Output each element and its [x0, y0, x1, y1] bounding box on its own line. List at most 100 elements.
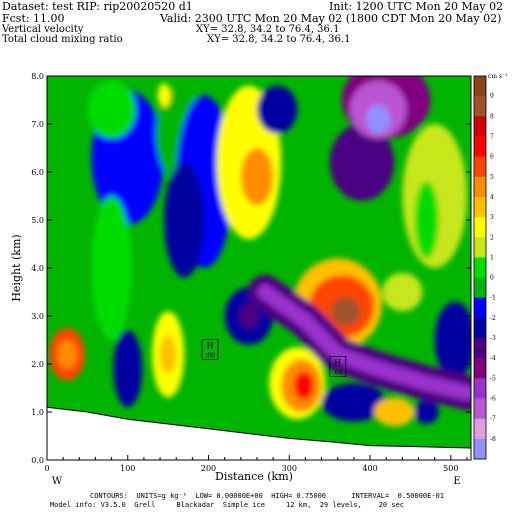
- extreme-type: H: [334, 358, 341, 367]
- y-tick-label: 5.0: [31, 216, 44, 225]
- colorbar-level-label: 1: [490, 254, 494, 261]
- y-tick-label: 1.0: [31, 408, 44, 417]
- colorbar-swatch: [474, 257, 486, 279]
- contour-cell: [87, 80, 136, 139]
- x-tick-label: 500: [443, 464, 458, 473]
- colorbar-swatch: [474, 438, 486, 460]
- y-tick-label: 0.0: [31, 456, 44, 465]
- field-cloud-mixing-ratio: Total cloud mixing ratio: [2, 34, 123, 45]
- contour-cell: [157, 83, 171, 108]
- colorbar-level-label: -7: [490, 416, 496, 423]
- y-tick-label: 2.0: [31, 360, 44, 369]
- colorbar-level-label: -5: [490, 375, 496, 382]
- colorbar-level-label: -1: [490, 295, 496, 302]
- colorbar-level-label: -2: [490, 315, 496, 322]
- extreme-value: .06: [333, 369, 343, 376]
- x-tick-label: 0: [44, 464, 49, 473]
- valid-label: Valid: 2300 UTC Mon 20 May 02 (1800 CDT …: [160, 12, 502, 25]
- contour-cell: [240, 148, 274, 206]
- downdraft-band-core: [257, 284, 471, 401]
- contour-cell: [321, 383, 387, 422]
- init-label: Init: 1200 UTC Mon 20 May 02: [329, 0, 504, 13]
- colorbar-swatch: [474, 76, 486, 97]
- colorbar-swatch: [474, 398, 486, 420]
- colorbar-swatch: [474, 96, 486, 117]
- colorbar-level-label: 0: [490, 275, 494, 282]
- extreme-value: .00: [205, 353, 215, 360]
- colorbar-level-label: 6: [490, 154, 494, 161]
- field-vertical-velocity: Vertical velocity: [2, 24, 84, 35]
- colorbar-level-label: 4: [490, 194, 494, 201]
- colorbar-level-label: 5: [490, 174, 494, 181]
- contour-cells: [49, 76, 471, 427]
- y-tick-label: 6.0: [31, 168, 44, 177]
- contour-cell: [331, 296, 361, 326]
- colorbar-level-label: 2: [490, 234, 494, 241]
- colorbar-swatch: [474, 217, 486, 238]
- colorbar-level-label: -6: [490, 396, 496, 403]
- colorbar-swatch: [474, 196, 486, 218]
- colorbar-swatch: [474, 136, 486, 158]
- colorbar-swatch: [474, 297, 486, 319]
- x-tick-label: 300: [282, 464, 297, 473]
- terrain-surface: [47, 406, 471, 460]
- contour-cell: [382, 272, 423, 312]
- y-tick-label: 7.0: [31, 120, 44, 129]
- colorbar-swatch: [474, 418, 486, 440]
- colorbar-swatch: [474, 176, 486, 198]
- contour-cell: [434, 301, 471, 379]
- y-axis-label: Height (km): [10, 234, 23, 301]
- colorbar: 9 8 7 6 5 4 3 2 1 0 -1 -2 -3 -4 -5 -6 -7 -8: [473, 75, 496, 460]
- contours-info: CONTOURS: UNITS=g kg⁻¹ LOW= 0.00000E+00 …: [90, 492, 445, 500]
- colorbar-level-label: -3: [490, 335, 496, 342]
- contour-cell: [91, 196, 132, 340]
- contour-cell: [374, 397, 415, 427]
- x-axis-label: Distance (km): [215, 470, 293, 483]
- forecast-label: Fcst: 11.00: [2, 12, 65, 25]
- colorbar-swatch: [474, 116, 486, 137]
- x-tick-label: 400: [362, 464, 377, 473]
- contour-cell: [414, 400, 439, 424]
- east-label: E: [453, 476, 460, 487]
- contour-cell: [256, 85, 298, 134]
- dataset-label: Dataset: test RIP: rip20020520 d1: [2, 0, 193, 13]
- contour-cell: [57, 340, 77, 369]
- colorbar-level-label: 7: [490, 133, 494, 140]
- colorbar-swatch: [474, 277, 486, 299]
- y-axis-ticks: 0.0 1.0 2.0 3.0 4.0 5.0 6.0 7.0 8.0: [31, 72, 471, 465]
- colorbar-level-label: 9: [490, 93, 494, 100]
- colorbar-swatch: [474, 156, 486, 178]
- colorbar-swatch: [474, 378, 486, 400]
- colorbar-swatch: [474, 317, 486, 339]
- colorbar-level-label: -4: [490, 355, 496, 362]
- contour-cell: [294, 371, 314, 400]
- contour-cell: [164, 162, 205, 278]
- colorbar-level-label: 3: [490, 214, 494, 221]
- y-tick-label: 3.0: [31, 312, 44, 321]
- x-tick-label: 200: [201, 464, 216, 473]
- cross-section-xy-2: XY= 32.8, 34.2 to 76.4, 36.1: [207, 34, 351, 45]
- y-tick-label: 8.0: [31, 72, 44, 81]
- extreme-box: [201, 339, 219, 361]
- west-label: W: [52, 476, 63, 487]
- contour-cell: [160, 335, 177, 374]
- contour-cell: [113, 330, 143, 408]
- contour-cell: [414, 181, 439, 259]
- extreme-box: [329, 355, 347, 377]
- colorbar-swatch: [474, 237, 486, 258]
- contour-cell: [239, 304, 259, 328]
- cross-section-xy-1: XY= 32.8, 34.2 to 76.4, 36.1: [196, 24, 340, 35]
- colorbar-swatch: [474, 338, 486, 359]
- y-tick-label: 4.0: [31, 264, 44, 273]
- extreme-type: H: [207, 342, 214, 351]
- x-tick-label: 100: [120, 464, 135, 473]
- colorbar-level-label: -8: [490, 436, 496, 443]
- extreme-markers: H .00 H .06: [201, 339, 347, 377]
- colorbar-frame: [473, 75, 487, 460]
- contour-cell: [329, 123, 395, 201]
- colorbar-unit: cm s⁻¹: [488, 73, 508, 80]
- contour-cell: [366, 104, 391, 134]
- model-info: Model info: V3.5.0 Grell Blackadar Simpl…: [50, 501, 405, 509]
- colorbar-swatch: [474, 358, 486, 379]
